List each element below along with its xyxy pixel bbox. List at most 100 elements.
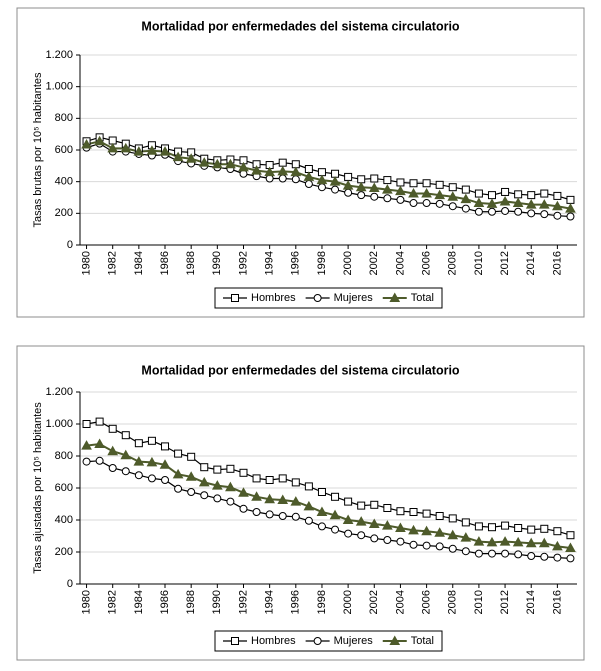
x-tick-label: 1990 <box>211 590 223 614</box>
marker-circle <box>278 512 287 520</box>
x-tick-label: 2006 <box>420 251 432 275</box>
marker-triangle <box>473 197 485 208</box>
marker-triangle <box>290 166 302 177</box>
marker-circle <box>383 194 392 203</box>
marker-square <box>278 474 287 483</box>
marker-triangle <box>264 166 275 177</box>
marker-square <box>422 179 431 188</box>
marker-triangle <box>133 456 145 466</box>
marker-circle <box>370 534 379 543</box>
marker-triangle <box>120 142 132 153</box>
marker-square <box>82 420 91 428</box>
x-tick-label: 2010 <box>473 251 485 275</box>
marker-square <box>252 474 261 483</box>
marker-square <box>331 492 340 501</box>
marker-square <box>370 174 379 183</box>
marker-triangle <box>368 182 380 192</box>
y-axis-label: Tasas ajustadas por 10⁵ habitantes <box>32 402 44 574</box>
x-tick-label: 1982 <box>107 251 119 275</box>
legend-marker <box>231 637 239 645</box>
marker-triangle <box>198 476 210 487</box>
marker-square <box>344 497 353 506</box>
marker-triangle <box>277 494 289 504</box>
marker-square <box>121 431 130 440</box>
marker-circle <box>540 552 549 561</box>
marker-circle <box>304 180 313 189</box>
marker-square <box>474 522 483 531</box>
marker-triangle <box>408 524 419 535</box>
marker-triangle <box>382 184 393 194</box>
marker-circle <box>396 195 405 204</box>
y-tick-label: 0 <box>67 239 73 251</box>
marker-square <box>383 504 392 512</box>
marker-circle <box>82 457 91 466</box>
marker-circle <box>501 206 510 215</box>
marker-circle <box>527 552 536 560</box>
marker-circle <box>252 508 261 516</box>
x-tick-label: 1994 <box>264 590 276 614</box>
marker-triangle <box>499 195 511 206</box>
marker-triangle <box>395 522 406 532</box>
legend-label: Hombres <box>251 635 296 647</box>
y-tick-label: 1.200 <box>45 49 73 61</box>
marker-square <box>540 524 549 533</box>
marker-triangle <box>382 520 393 530</box>
marker-square <box>291 478 300 487</box>
marker-circle <box>474 549 483 558</box>
y-tick-label: 0 <box>67 578 73 590</box>
chart-title: Mortalidad por enfermedades del sistema … <box>141 363 460 377</box>
marker-triangle <box>552 540 563 551</box>
marker-triangle <box>264 493 275 504</box>
marker-circle <box>95 456 104 465</box>
x-tick-label: 2004 <box>394 590 406 614</box>
marker-square <box>409 508 418 516</box>
legend-label: Mujeres <box>334 635 374 647</box>
marker-circle <box>566 554 575 563</box>
x-tick-label: 2004 <box>394 251 406 275</box>
marker-circle <box>383 536 392 544</box>
y-tick-label: 200 <box>55 207 73 219</box>
marker-circle <box>304 516 313 525</box>
marker-circle <box>409 199 418 208</box>
marker-square <box>566 531 575 540</box>
marker-triangle <box>486 198 498 208</box>
marker-square <box>553 191 562 200</box>
marker-square <box>226 464 235 473</box>
x-tick-label: 1982 <box>107 590 119 614</box>
marker-circle <box>108 464 117 472</box>
marker-square <box>474 189 483 198</box>
marker-circle <box>278 174 287 183</box>
marker-square <box>409 179 418 188</box>
y-tick-label: 1.200 <box>45 386 73 398</box>
y-tick-label: 400 <box>55 176 73 188</box>
marker-triangle <box>225 158 236 169</box>
marker-triangle <box>107 142 119 153</box>
marker-circle <box>134 471 143 480</box>
marker-circle <box>187 488 196 496</box>
legend-label: Total <box>411 292 434 304</box>
marker-square <box>383 176 392 185</box>
marker-circle <box>501 549 510 558</box>
marker-triangle <box>421 525 432 536</box>
marker-circle <box>461 547 470 556</box>
marker-square <box>422 509 431 518</box>
marker-circle <box>291 512 300 521</box>
x-tick-label: 1998 <box>316 251 328 275</box>
marker-square <box>461 518 470 527</box>
marker-triangle <box>185 153 197 163</box>
marker-triangle <box>434 527 446 537</box>
marker-square <box>435 512 444 520</box>
marker-square <box>108 424 117 433</box>
marker-circle <box>422 541 431 550</box>
marker-triangle <box>303 171 315 181</box>
legend-marker <box>389 635 401 645</box>
marker-triangle <box>172 151 184 162</box>
x-tick-label: 2000 <box>342 590 354 614</box>
marker-circle <box>291 175 300 184</box>
marker-square <box>187 452 196 461</box>
x-tick-label: 2008 <box>447 590 459 614</box>
marker-square <box>501 187 510 196</box>
marker-circle <box>226 497 235 506</box>
marker-triangle <box>512 197 524 208</box>
